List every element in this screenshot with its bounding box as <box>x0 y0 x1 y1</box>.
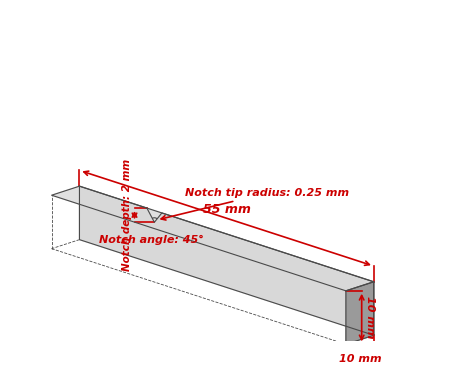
Polygon shape <box>80 186 374 335</box>
Text: 10 mm: 10 mm <box>365 296 375 339</box>
Polygon shape <box>346 282 374 344</box>
Text: 55 mm: 55 mm <box>203 203 251 216</box>
Polygon shape <box>52 186 374 291</box>
Text: 10 mm: 10 mm <box>338 354 381 364</box>
Text: Notch tip radius: 0.25 mm: Notch tip radius: 0.25 mm <box>161 188 349 220</box>
Text: Notch depth: 2 mm: Notch depth: 2 mm <box>122 159 132 271</box>
Text: Notch angle: 45°: Notch angle: 45° <box>99 235 204 245</box>
